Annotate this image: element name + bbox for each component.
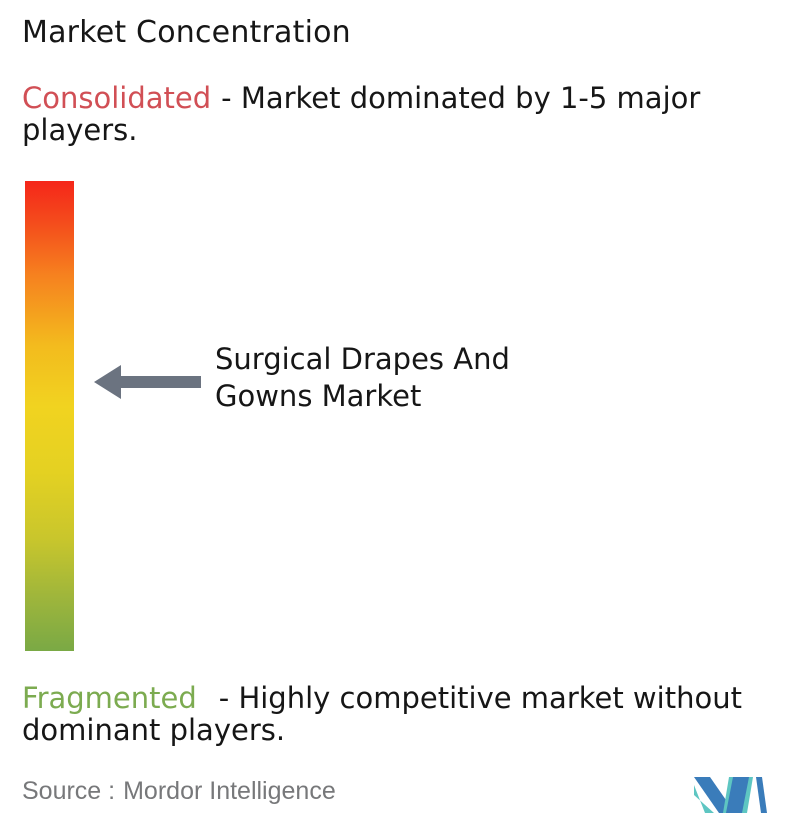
consolidated-description: - Market dominated by 1-5 major players.: [22, 81, 701, 147]
left-arrow-icon: [94, 365, 201, 399]
consolidated-term: Consolidated: [22, 81, 212, 115]
fragmented-block: Fragmented - Highly competitive market wi…: [22, 682, 784, 746]
fragmented-term: Fragmented: [22, 681, 197, 715]
source-line: Source : Mordor Intelligence: [22, 776, 336, 806]
fragmented-description: - Highly competitive market without domi…: [22, 681, 742, 747]
concentration-gradient-bar: [25, 181, 74, 651]
consolidated-block: Consolidated - Market dominated by 1-5 ma…: [22, 82, 784, 146]
mordor-intelligence-logo: [694, 777, 767, 813]
page-title: Market Concentration: [22, 15, 351, 50]
source-name: Mordor Intelligence: [123, 777, 336, 805]
source-prefix: Source :: [22, 777, 116, 805]
market-pointer-label: Surgical Drapes And Gowns Market: [215, 342, 510, 413]
